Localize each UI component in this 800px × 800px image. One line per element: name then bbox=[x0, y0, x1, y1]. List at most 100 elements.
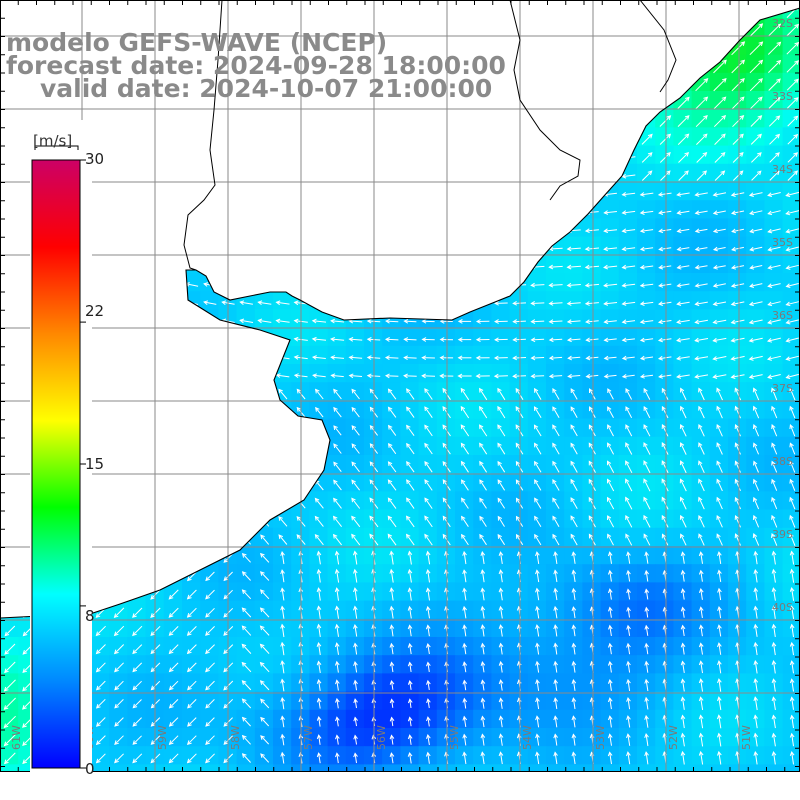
field-cell bbox=[546, 455, 565, 474]
wind-arrow bbox=[748, 301, 763, 307]
field-cell bbox=[345, 345, 365, 365]
field-cell bbox=[273, 291, 292, 310]
field-cell bbox=[491, 418, 511, 438]
field-cell bbox=[564, 291, 583, 310]
wind-arrow bbox=[552, 515, 560, 528]
wind-arrow bbox=[789, 405, 796, 419]
wind-arrow bbox=[753, 750, 759, 765]
wind-arrow bbox=[462, 697, 468, 709]
wind-arrow bbox=[259, 625, 270, 636]
field-cell bbox=[728, 418, 747, 438]
field-cell bbox=[309, 400, 329, 420]
wind-arrow bbox=[679, 496, 687, 510]
wind-arrow bbox=[680, 551, 686, 564]
wind-arrow bbox=[621, 191, 636, 197]
wind-arrow bbox=[641, 152, 653, 163]
wind-arrow bbox=[714, 151, 726, 163]
field-cell bbox=[236, 564, 256, 583]
wind-arrow bbox=[535, 642, 540, 655]
wind-arrow bbox=[424, 424, 433, 437]
wind-arrow bbox=[712, 337, 727, 343]
colorbar-unit: [m/s] bbox=[33, 132, 73, 150]
field-cell bbox=[637, 382, 656, 401]
colorbar-tick-0: 0 bbox=[85, 760, 95, 778]
field-cell bbox=[691, 145, 711, 165]
wind-arrow bbox=[626, 678, 631, 691]
wind-arrow bbox=[694, 246, 708, 252]
field-cell bbox=[473, 382, 492, 401]
wind-arrow bbox=[771, 587, 777, 601]
field-cell bbox=[564, 327, 583, 347]
wind-arrow bbox=[698, 569, 704, 582]
wind-arrow bbox=[114, 753, 124, 764]
field-cell bbox=[637, 163, 656, 183]
field-cell bbox=[436, 473, 456, 492]
field-cell bbox=[728, 200, 747, 219]
field-cell bbox=[655, 527, 674, 547]
field-cell bbox=[673, 200, 693, 219]
wind-arrow bbox=[734, 442, 741, 455]
wind-arrow bbox=[280, 605, 285, 619]
wind-arrow bbox=[787, 115, 799, 127]
field-cell bbox=[436, 491, 456, 511]
wind-arrow bbox=[534, 460, 542, 473]
colorbar-gradient bbox=[31, 159, 81, 769]
wind-arrow bbox=[603, 337, 617, 343]
wind-arrow bbox=[316, 697, 322, 709]
wind-arrow bbox=[4, 625, 16, 637]
wind-arrow bbox=[114, 662, 124, 673]
wind-arrow bbox=[607, 751, 613, 765]
wind-arrow bbox=[275, 318, 290, 324]
wind-arrow bbox=[113, 625, 125, 637]
wind-arrow bbox=[657, 337, 672, 343]
field-cell bbox=[418, 473, 438, 492]
field-cell bbox=[728, 163, 747, 183]
field-cell bbox=[309, 491, 329, 511]
field-cell bbox=[637, 491, 656, 511]
wind-arrow bbox=[785, 246, 799, 252]
field-cell bbox=[691, 163, 711, 183]
wind-arrow bbox=[316, 605, 322, 619]
field-cell bbox=[728, 364, 747, 383]
field-cell bbox=[163, 655, 183, 674]
field-cell bbox=[509, 382, 529, 401]
wind-arrow bbox=[334, 587, 340, 601]
wind-arrow bbox=[621, 319, 636, 325]
field-cell bbox=[600, 491, 620, 511]
wind-arrow bbox=[534, 515, 542, 527]
field-cell bbox=[728, 455, 747, 474]
wind-arrow bbox=[698, 405, 705, 419]
wind-arrow bbox=[316, 623, 322, 637]
wind-arrow bbox=[280, 623, 285, 638]
field-cell bbox=[473, 345, 492, 365]
wind-arrow bbox=[311, 336, 327, 342]
field-cell bbox=[600, 473, 620, 492]
field-cell bbox=[618, 218, 638, 238]
field-cell bbox=[200, 746, 219, 765]
wind-arrow bbox=[150, 680, 161, 691]
wind-arrow bbox=[421, 373, 436, 379]
field-cell bbox=[618, 527, 638, 547]
wind-arrow bbox=[658, 228, 672, 234]
wind-arrow bbox=[789, 424, 796, 437]
field-cell bbox=[436, 527, 456, 547]
wind-arrow bbox=[694, 210, 708, 215]
field-cell bbox=[655, 145, 674, 165]
field-cell bbox=[91, 673, 110, 693]
field-cell bbox=[91, 655, 110, 674]
field-cell bbox=[455, 436, 474, 456]
field-cell bbox=[236, 582, 256, 602]
field-cell bbox=[673, 382, 693, 401]
wind-arrow bbox=[680, 732, 686, 747]
wind-arrow bbox=[351, 479, 360, 491]
wind-arrow bbox=[205, 644, 215, 655]
bottom-margin bbox=[0, 772, 800, 800]
field-cell bbox=[764, 54, 784, 74]
wind-arrow bbox=[785, 228, 800, 234]
wind-arrow bbox=[385, 318, 399, 324]
field-cell bbox=[200, 637, 219, 656]
wind-arrow bbox=[405, 515, 415, 528]
field-cell bbox=[564, 418, 583, 438]
field-cell bbox=[546, 345, 565, 365]
field-cell bbox=[91, 637, 110, 656]
